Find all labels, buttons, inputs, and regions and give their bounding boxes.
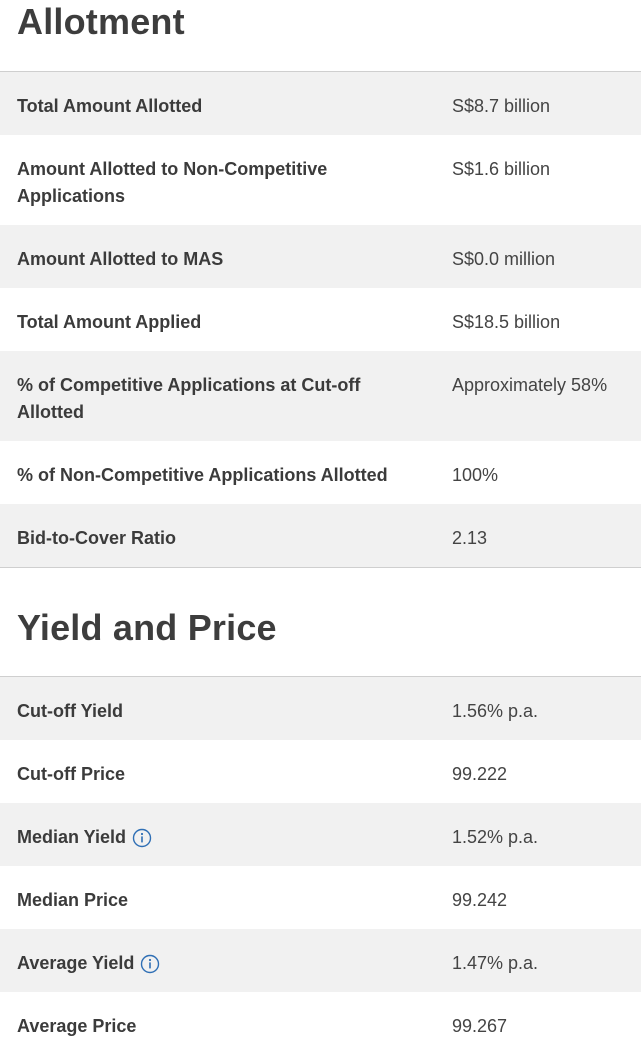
row-value: S$0.0 million [452, 249, 556, 269]
allotment-divider [0, 71, 641, 72]
table-row: Average Yield 1.47% p.a. [0, 929, 641, 992]
row-label-text: Average Yield [17, 953, 135, 973]
row-label: Cut-off Yield [17, 701, 123, 721]
info-icon[interactable] [140, 954, 160, 974]
row-value: S$18.5 billion [452, 312, 561, 332]
row-label: % of Non-Competitive Applications Allott… [17, 465, 388, 485]
table-row: Median Price 99.242 [0, 866, 641, 929]
row-value: S$1.6 billion [452, 159, 551, 179]
table-row: Cut-off Yield 1.56% p.a. [0, 677, 641, 740]
row-label: Amount Allotted to MAS [17, 249, 224, 269]
row-label: Amount Allotted to Non-Competitive Appli… [17, 159, 328, 206]
row-value: 1.56% p.a. [452, 701, 539, 721]
info-icon[interactable] [132, 828, 152, 848]
yield-price-heading: Yield and Price [17, 607, 277, 648]
table-row: Total Amount Allotted S$8.7 billion [0, 72, 641, 135]
row-value: 99.242 [452, 890, 508, 910]
row-value: 1.52% p.a. [452, 827, 539, 847]
table-row: Total Amount Applied S$18.5 billion [0, 288, 641, 351]
table-row: Amount Allotted to Non-Competitive Appli… [0, 135, 641, 225]
row-label-with-info: Median Yield [0, 824, 452, 851]
row-label: Median Price [17, 890, 129, 910]
table-row: % of Non-Competitive Applications Allott… [0, 441, 641, 504]
row-label: Total Amount Applied [17, 312, 202, 332]
yield-price-divider [0, 676, 641, 677]
row-label-text: Median Yield [17, 827, 127, 847]
table-row: Bid-to-Cover Ratio 2.13 [0, 504, 641, 567]
row-value: 2.13 [452, 528, 488, 548]
row-value: S$8.7 billion [452, 96, 551, 116]
row-label-with-info: Average Yield [0, 950, 452, 977]
table-row: Average Price 99.267 [0, 992, 641, 1055]
row-value: 100% [452, 465, 499, 485]
row-label: Cut-off Price [17, 764, 125, 784]
table-row: Amount Allotted to MAS S$0.0 million [0, 225, 641, 288]
row-value: Approximately 58% [452, 375, 608, 395]
allotment-heading: Allotment [17, 1, 185, 42]
row-value: 1.47% p.a. [452, 953, 539, 973]
yield-price-table: Cut-off Yield 1.56% p.a. Cut-off Price 9… [0, 677, 641, 1055]
allotment-table: Total Amount Allotted S$8.7 billion Amou… [0, 72, 641, 567]
row-value: 99.222 [452, 764, 508, 784]
row-label: Total Amount Allotted [17, 96, 203, 116]
table-row: Cut-off Price 99.222 [0, 740, 641, 803]
table-row: % of Competitive Applications at Cut-off… [0, 351, 641, 441]
allotment-bottom-divider [0, 567, 641, 568]
row-label: % of Competitive Applications at Cut-off… [17, 375, 361, 422]
row-label: Average Price [17, 1016, 137, 1036]
row-label: Bid-to-Cover Ratio [17, 528, 176, 548]
row-value: 99.267 [452, 1016, 508, 1036]
table-row: Median Yield 1.52% p.a. [0, 803, 641, 866]
